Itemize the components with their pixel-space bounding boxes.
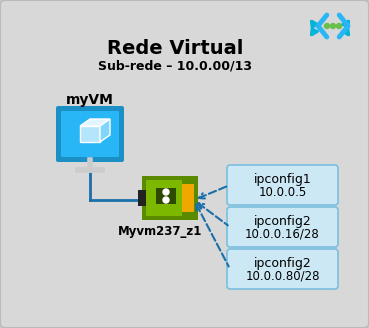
Text: 10.0.0.16/28: 10.0.0.16/28 [245, 228, 320, 240]
Text: myVM: myVM [66, 93, 114, 107]
Text: Myvm237_z1: Myvm237_z1 [118, 226, 202, 238]
Circle shape [324, 24, 330, 29]
Polygon shape [80, 126, 100, 142]
Circle shape [331, 24, 335, 29]
Circle shape [163, 197, 169, 203]
Text: 10.0.0.5: 10.0.0.5 [258, 186, 307, 198]
FancyBboxPatch shape [146, 180, 182, 216]
Polygon shape [100, 119, 110, 142]
Polygon shape [80, 119, 110, 126]
Text: ipconfig2: ipconfig2 [254, 256, 311, 270]
FancyBboxPatch shape [56, 106, 124, 162]
Text: ipconfig1: ipconfig1 [254, 173, 311, 186]
Text: 10.0.0.80/28: 10.0.0.80/28 [245, 270, 320, 282]
FancyBboxPatch shape [138, 190, 146, 206]
FancyBboxPatch shape [227, 207, 338, 247]
FancyBboxPatch shape [156, 188, 176, 204]
FancyBboxPatch shape [227, 165, 338, 205]
Text: Sub-rede – 10.0.00/13: Sub-rede – 10.0.00/13 [98, 59, 252, 72]
Text: ipconfig2: ipconfig2 [254, 215, 311, 228]
FancyBboxPatch shape [142, 176, 198, 220]
FancyBboxPatch shape [227, 249, 338, 289]
Circle shape [163, 189, 169, 195]
Text: Rede Virtual: Rede Virtual [107, 38, 243, 57]
FancyBboxPatch shape [182, 184, 194, 212]
FancyBboxPatch shape [61, 111, 119, 157]
Circle shape [337, 24, 341, 29]
